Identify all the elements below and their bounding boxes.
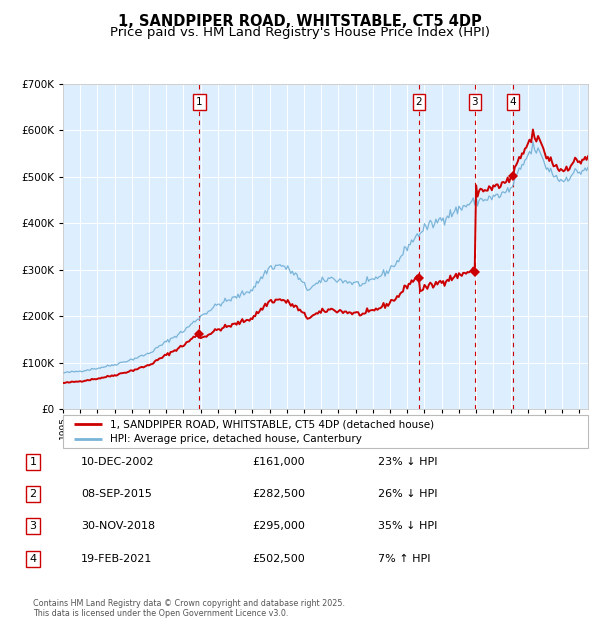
Text: 10-DEC-2002: 10-DEC-2002 [81,457,155,467]
Text: £161,000: £161,000 [252,457,305,467]
Text: Price paid vs. HM Land Registry's House Price Index (HPI): Price paid vs. HM Land Registry's House … [110,26,490,39]
Text: 23% ↓ HPI: 23% ↓ HPI [378,457,437,467]
Text: 3: 3 [29,521,37,531]
Text: 4: 4 [29,554,37,564]
Text: £502,500: £502,500 [252,554,305,564]
Text: 3: 3 [472,97,478,107]
Text: 1, SANDPIPER ROAD, WHITSTABLE, CT5 4DP (detached house): 1, SANDPIPER ROAD, WHITSTABLE, CT5 4DP (… [110,419,434,429]
Text: 08-SEP-2015: 08-SEP-2015 [81,489,152,499]
Text: 4: 4 [509,97,516,107]
Text: 7% ↑ HPI: 7% ↑ HPI [378,554,431,564]
Text: 19-FEB-2021: 19-FEB-2021 [81,554,152,564]
Text: 26% ↓ HPI: 26% ↓ HPI [378,489,437,499]
Text: HPI: Average price, detached house, Canterbury: HPI: Average price, detached house, Cant… [110,434,362,444]
Text: 2: 2 [29,489,37,499]
Text: 1: 1 [29,457,37,467]
FancyBboxPatch shape [63,415,588,448]
Text: 2: 2 [415,97,422,107]
Text: £295,000: £295,000 [252,521,305,531]
Text: £282,500: £282,500 [252,489,305,499]
Text: 30-NOV-2018: 30-NOV-2018 [81,521,155,531]
Text: 1: 1 [196,97,203,107]
Text: 35% ↓ HPI: 35% ↓ HPI [378,521,437,531]
Text: 1, SANDPIPER ROAD, WHITSTABLE, CT5 4DP: 1, SANDPIPER ROAD, WHITSTABLE, CT5 4DP [118,14,482,29]
Text: Contains HM Land Registry data © Crown copyright and database right 2025.
This d: Contains HM Land Registry data © Crown c… [33,599,345,618]
